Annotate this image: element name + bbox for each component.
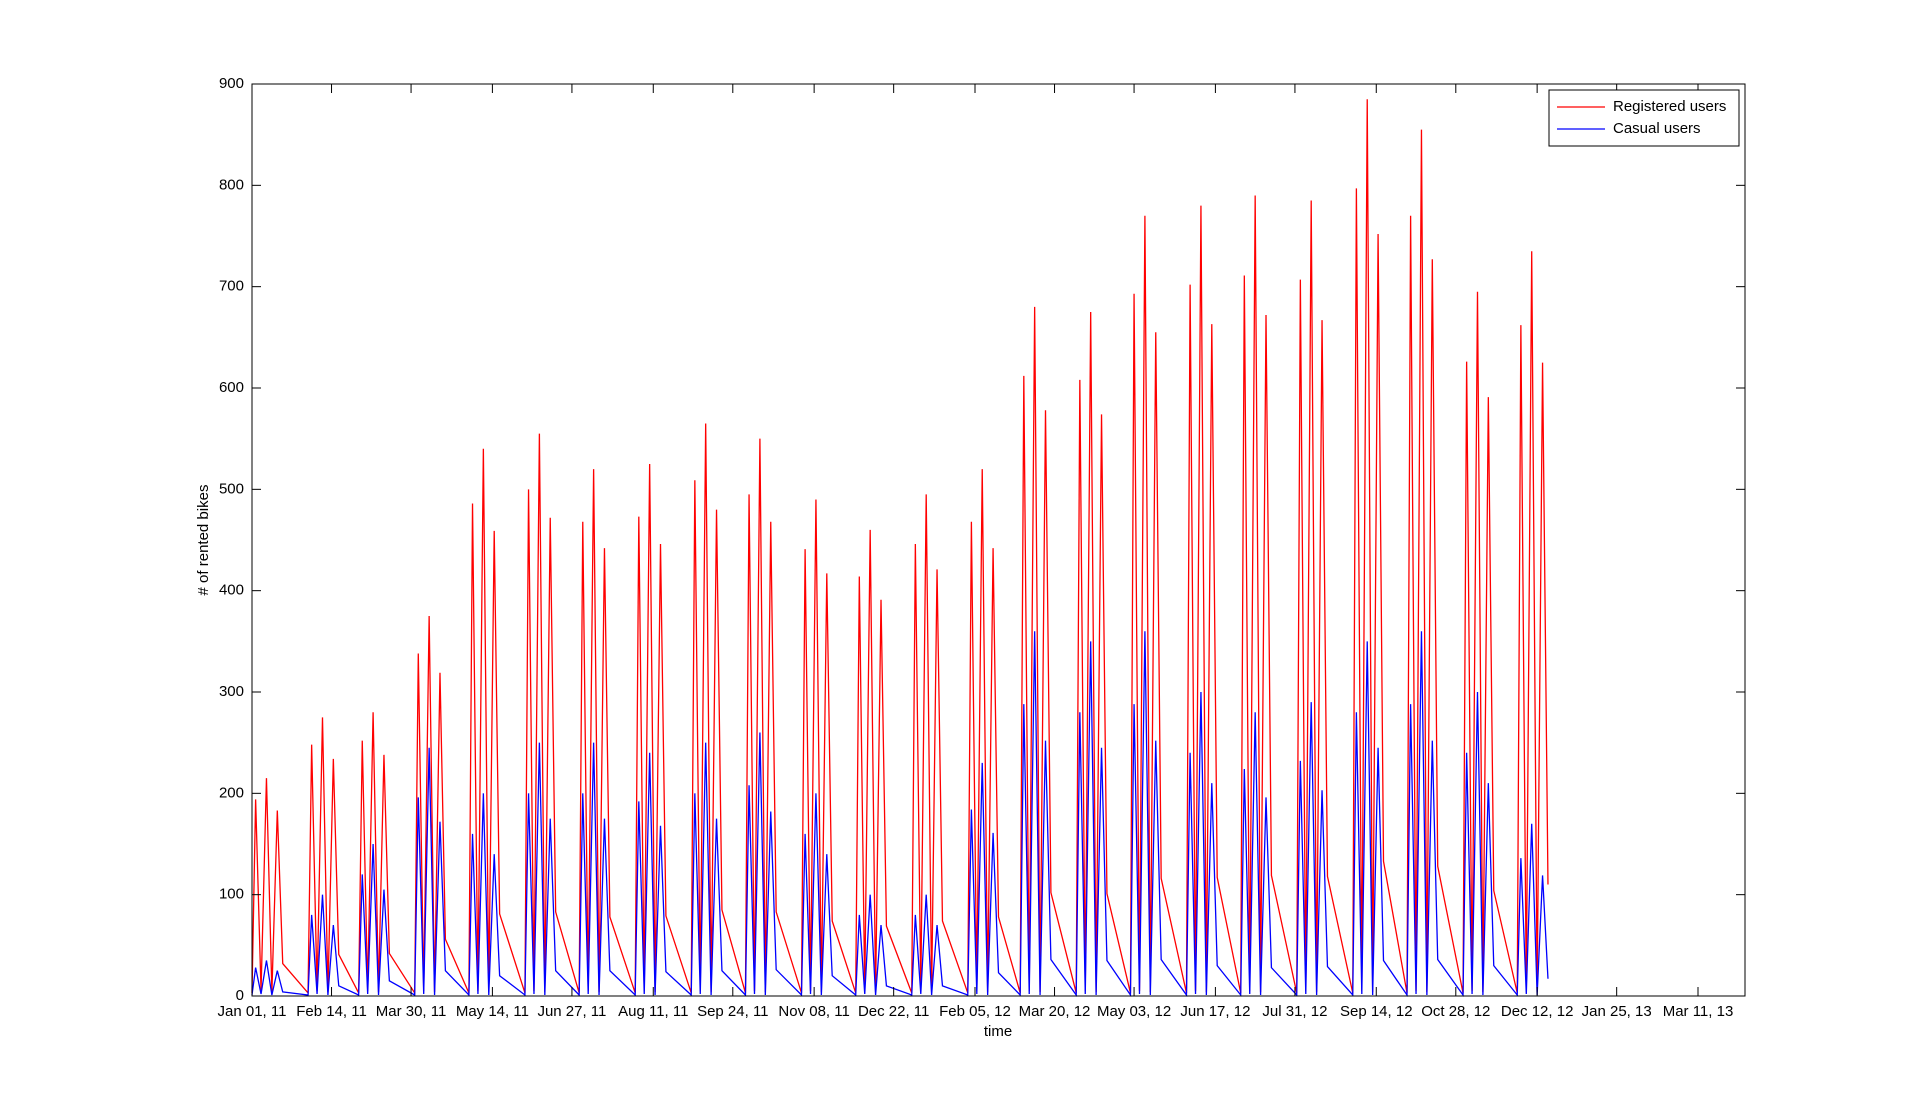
y-tick-label: 500	[219, 480, 244, 497]
x-tick-label: Mar 11, 13	[1663, 1003, 1734, 1020]
y-tick-label: 700	[219, 278, 244, 295]
legend-label: Casual users	[1613, 120, 1701, 137]
x-tick-label: May 03, 12	[1097, 1003, 1171, 1020]
x-tick-label: Nov 08, 11	[778, 1003, 849, 1020]
y-tick-label: 400	[219, 582, 244, 599]
x-tick-label: May 14, 11	[456, 1003, 529, 1020]
y-axis-label: # of rented bikes	[195, 485, 212, 596]
x-tick-label: Mar 30, 11	[376, 1003, 447, 1020]
y-tick-label: 200	[219, 784, 244, 801]
legend-box	[1548, 89, 1740, 147]
x-tick-label: Dec 12, 12	[1501, 1003, 1574, 1020]
y-tick-label: 100	[219, 886, 244, 903]
x-tick-label: Jun 27, 11	[537, 1003, 606, 1020]
x-tick-label: Sep 14, 12	[1340, 1003, 1413, 1020]
x-tick-label: Mar 20, 12	[1019, 1003, 1091, 1020]
plot-area	[252, 84, 1745, 996]
x-axis-label: time	[984, 1023, 1012, 1040]
y-tick-label: 0	[236, 987, 244, 1004]
y-tick-label: 900	[219, 75, 244, 92]
x-tick-label: Dec 22, 11	[858, 1003, 929, 1020]
y-tick-label: 300	[219, 683, 244, 700]
x-tick-label: Jan 25, 13	[1582, 1003, 1652, 1020]
data-line	[251, 99, 1549, 996]
y-tick-label: 800	[219, 176, 244, 193]
x-tick-label: Jan 01, 11	[218, 1003, 287, 1020]
x-tick-label: Feb 05, 12	[939, 1003, 1011, 1020]
x-tick-label: Aug 11, 11	[618, 1003, 688, 1020]
y-tick-label: 600	[219, 379, 244, 396]
x-tick-label: Jun 17, 12	[1180, 1003, 1250, 1020]
axes-box	[251, 83, 1746, 997]
x-tick-label: Sep 24, 11	[697, 1003, 768, 1020]
x-tick-label: Oct 28, 12	[1421, 1003, 1490, 1020]
legend-label: Registered users	[1613, 98, 1726, 115]
x-tick-label: Feb 14, 11	[296, 1003, 367, 1020]
data-line	[251, 631, 1549, 998]
x-tick-label: Jul 31, 12	[1262, 1003, 1327, 1020]
